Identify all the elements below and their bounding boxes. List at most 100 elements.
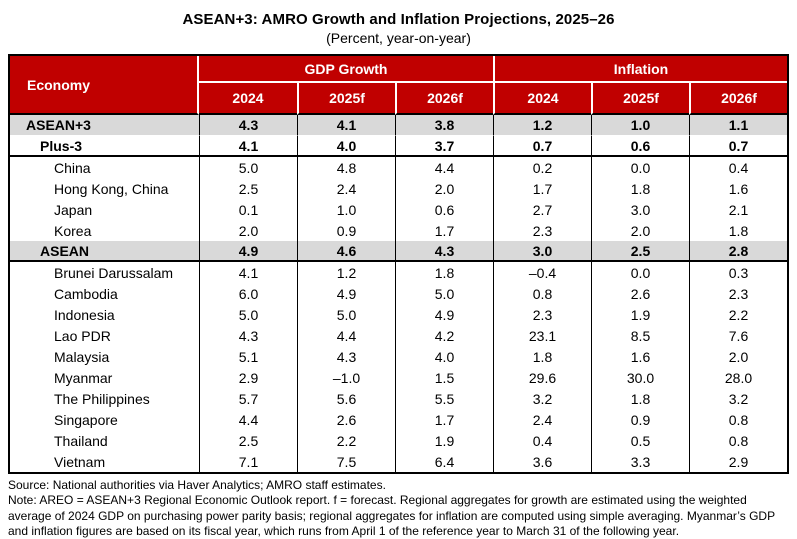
inflation-header: Inflation — [493, 56, 787, 83]
value-cell: 0.6 — [591, 136, 689, 157]
table-title: ASEAN+3: AMRO Growth and Inflation Proje… — [182, 11, 615, 28]
value-cell: 4.4 — [297, 325, 395, 346]
economy-cell: Thailand — [54, 432, 108, 449]
economy-cell: Hong Kong, China — [54, 180, 169, 197]
table-header: Economy GDP Growth Inflation 2024 2025f … — [10, 56, 787, 115]
value-cell: 0.7 — [493, 136, 591, 157]
value-cell: 3.6 — [493, 451, 591, 472]
table-row: Thailand 2.5 2.2 1.9 0.4 0.5 0.8 — [10, 430, 787, 451]
value-cell: 4.8 — [297, 157, 395, 178]
value-cell: 2.6 — [591, 283, 689, 304]
value-cell: 0.2 — [493, 157, 591, 178]
table-body: ASEAN+3 4.3 4.1 3.8 1.2 1.0 1.1 Plus-3 4.1 4.0 3.7… — [10, 115, 787, 472]
value-cell: 5.0 — [199, 304, 297, 325]
value-cell: 2.8 — [689, 241, 787, 262]
value-cell: 2.3 — [493, 304, 591, 325]
value-cell: 0.0 — [591, 157, 689, 178]
inflation-2025f-header: 2025f — [591, 83, 689, 115]
value-cell: 1.8 — [395, 262, 493, 283]
value-cell: 4.4 — [395, 157, 493, 178]
value-cell: 1.8 — [591, 178, 689, 199]
table-row: Brunei Darussalam 4.1 1.2 1.8 –0.4 0.0 0.3 — [10, 262, 787, 283]
value-cell: 1.7 — [395, 220, 493, 241]
value-cell: 2.5 — [199, 430, 297, 451]
value-cell: 2.3 — [689, 283, 787, 304]
value-cell: 2.5 — [591, 241, 689, 262]
value-cell: 4.1 — [199, 136, 297, 157]
value-cell: 6.4 — [395, 451, 493, 472]
value-cell: 5.0 — [199, 157, 297, 178]
value-cell: 1.7 — [493, 178, 591, 199]
table-row: Myanmar 2.9 –1.0 1.5 29.6 30.0 28.0 — [10, 367, 787, 388]
value-cell: 4.0 — [395, 346, 493, 367]
value-cell: 1.6 — [591, 346, 689, 367]
value-cell: 0.7 — [689, 136, 787, 157]
value-cell: 0.3 — [689, 262, 787, 283]
value-cell: 2.1 — [689, 199, 787, 220]
value-cell: 4.3 — [199, 115, 297, 136]
value-cell: 3.8 — [395, 115, 493, 136]
value-cell: 2.0 — [199, 220, 297, 241]
value-cell: 4.9 — [395, 304, 493, 325]
gdp-2024-header: 2024 — [199, 83, 297, 115]
value-cell: 2.7 — [493, 199, 591, 220]
value-cell: –1.0 — [297, 367, 395, 388]
economy-cell: Vietnam — [54, 453, 106, 470]
value-cell: 2.5 — [199, 178, 297, 199]
value-cell: 30.0 — [591, 367, 689, 388]
economy-cell: The Philippines — [54, 390, 150, 407]
table-row: Lao PDR 4.3 4.4 4.2 23.1 8.5 7.6 — [10, 325, 787, 346]
value-cell: 4.9 — [199, 241, 297, 262]
table-row: Singapore 4.4 2.6 1.7 2.4 0.9 0.8 — [10, 409, 787, 430]
value-cell: 2.4 — [493, 409, 591, 430]
value-cell: 5.0 — [297, 304, 395, 325]
economy-cell: ASEAN+3 — [10, 115, 199, 136]
projections-table-wrapper: Economy GDP Growth Inflation 2024 2025f … — [8, 54, 789, 474]
value-cell: 1.8 — [591, 388, 689, 409]
economy-cell: Plus-3 — [10, 136, 199, 157]
value-cell: 7.6 — [689, 325, 787, 346]
value-cell: 2.9 — [199, 367, 297, 388]
value-cell: 2.9 — [689, 451, 787, 472]
value-cell: 7.5 — [297, 451, 395, 472]
value-cell: 28.0 — [689, 367, 787, 388]
value-cell: 1.2 — [297, 262, 395, 283]
value-cell: 7.1 — [199, 451, 297, 472]
report-figure: ASEAN+3: AMRO Growth and Inflation Proje… — [0, 11, 797, 539]
value-cell: 1.6 — [689, 178, 787, 199]
general-note: Note: AREO = ASEAN+3 Regional Economic O… — [8, 493, 775, 539]
value-cell: 0.6 — [395, 199, 493, 220]
value-cell: 0.8 — [689, 430, 787, 451]
value-cell: 3.2 — [493, 388, 591, 409]
value-cell: 0.9 — [297, 220, 395, 241]
table-row: Korea 2.0 0.9 1.7 2.3 2.0 1.8 — [10, 220, 787, 241]
value-cell: 5.0 — [395, 283, 493, 304]
value-cell: 3.0 — [493, 241, 591, 262]
value-cell: 0.5 — [591, 430, 689, 451]
value-cell: 0.9 — [591, 409, 689, 430]
value-cell: 4.6 — [297, 241, 395, 262]
value-cell: 2.2 — [689, 304, 787, 325]
economy-cell: Korea — [54, 222, 92, 239]
table-row: Hong Kong, China 2.5 2.4 2.0 1.7 1.8 1.6 — [10, 178, 787, 199]
value-cell: 3.0 — [591, 199, 689, 220]
economy-column-header: Economy — [10, 56, 199, 115]
value-cell: 4.4 — [199, 409, 297, 430]
value-cell: 1.2 — [493, 115, 591, 136]
value-cell: 2.6 — [297, 409, 395, 430]
value-cell: 1.1 — [689, 115, 787, 136]
table-row: Japan 0.1 1.0 0.6 2.7 3.0 2.1 — [10, 199, 787, 220]
value-cell: 4.2 — [395, 325, 493, 346]
table-notes: Source: National authorities via Haver A… — [8, 478, 789, 539]
table-row: The Philippines 5.7 5.6 5.5 3.2 1.8 3.2 — [10, 388, 787, 409]
value-cell: 2.0 — [689, 346, 787, 367]
value-cell: 6.0 — [199, 283, 297, 304]
value-cell: 1.5 — [395, 367, 493, 388]
value-cell: 4.0 — [297, 136, 395, 157]
gdp-2025f-header: 2025f — [297, 83, 395, 115]
value-cell: 29.6 — [493, 367, 591, 388]
value-cell: 4.1 — [199, 262, 297, 283]
value-cell: 1.8 — [689, 220, 787, 241]
value-cell: 4.3 — [395, 241, 493, 262]
table-row: ASEAN+3 4.3 4.1 3.8 1.2 1.0 1.1 — [10, 115, 787, 136]
